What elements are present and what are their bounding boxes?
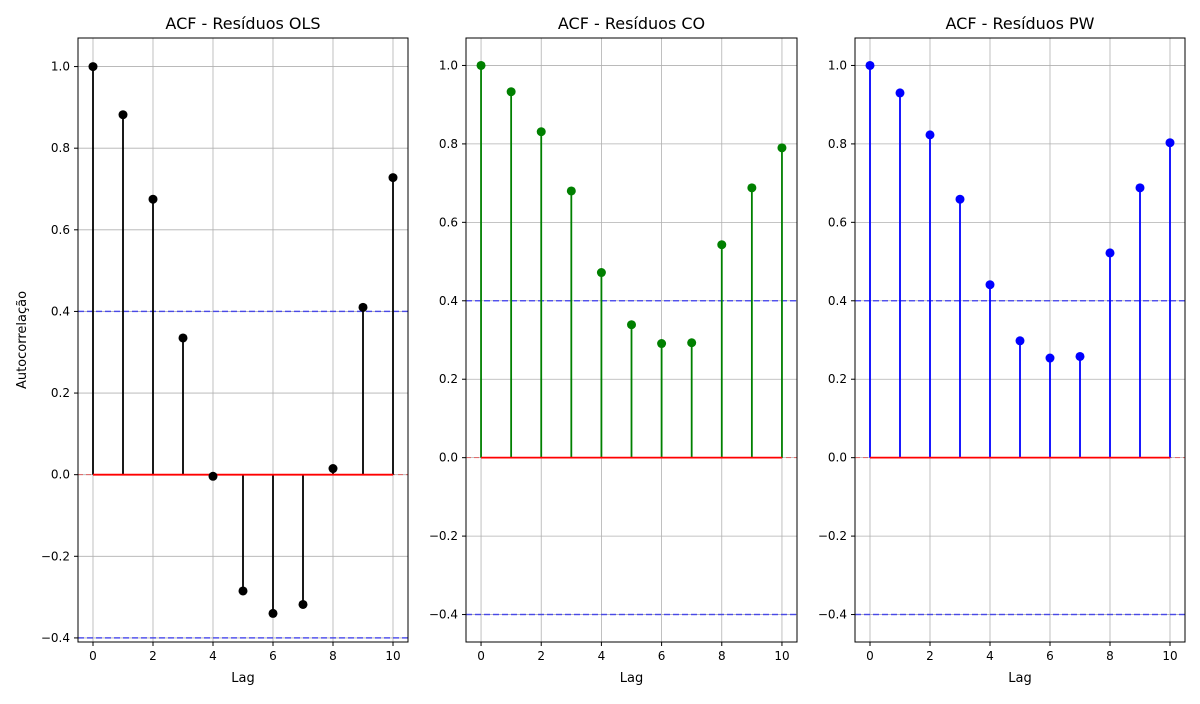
y-tick-label: −0.2 <box>429 529 458 543</box>
y-tick-label: 0.8 <box>828 137 847 151</box>
stem-marker <box>476 60 486 70</box>
stem-marker <box>627 320 636 330</box>
y-tick-label: 1.0 <box>51 60 70 74</box>
stem-marker <box>566 186 576 196</box>
chart-title: ACF - Resíduos CO <box>558 14 705 33</box>
chart-title: ACF - Resíduos PW <box>946 14 1095 33</box>
stem-marker <box>985 280 995 290</box>
y-tick-label: 0.0 <box>439 451 458 465</box>
y-tick-label: 0.0 <box>828 451 847 465</box>
x-tick-label: 8 <box>1106 649 1114 663</box>
acf-panel-2: 0 2 4 6 8 10 −0.4 −0.2 0.0 0.2 0.4 0.6 0.8 1.0 ACF - R… <box>818 14 1186 686</box>
y-tick-label: 0.2 <box>828 372 847 386</box>
y-tick-label: 0.0 <box>51 468 70 482</box>
chart-title: ACF - Resíduos OLS <box>165 14 320 33</box>
y-tick-label: −0.4 <box>429 608 458 622</box>
x-tick-label: 2 <box>926 649 934 663</box>
y-tick-label: −0.2 <box>41 549 70 563</box>
acf-panel-1: 0 2 4 6 8 10 −0.4 −0.2 0.0 0.2 0.4 0.6 0.8 1.0 ACF - R… <box>429 14 798 686</box>
x-tick-label: 10 <box>385 649 400 663</box>
stem-marker <box>596 268 606 278</box>
axes-frame <box>77 37 409 643</box>
y-tick-label: 0.8 <box>439 137 458 151</box>
x-axis-label: Lag <box>620 671 643 686</box>
stem-marker <box>148 194 158 204</box>
x-tick-label: 8 <box>718 649 726 663</box>
stem-marker <box>865 60 875 70</box>
stem-marker <box>925 130 935 140</box>
x-tick-label: 4 <box>986 649 994 663</box>
y-tick-label: 0.6 <box>51 223 70 237</box>
x-tick-label: 10 <box>774 649 789 663</box>
y-tick-label: 0.2 <box>51 386 70 400</box>
stem-marker <box>895 88 905 98</box>
x-tick-label: 8 <box>329 649 337 663</box>
x-tick-label: 6 <box>269 649 277 663</box>
y-tick-label: 0.6 <box>828 215 847 229</box>
stem-marker <box>1135 183 1145 193</box>
stem-marker <box>208 471 218 481</box>
axes-frame <box>465 37 798 643</box>
y-tick-label: 1.0 <box>439 58 458 72</box>
y-tick-label: 0.4 <box>51 304 70 318</box>
stem-marker <box>328 464 338 474</box>
stem-marker <box>1015 336 1025 346</box>
stem-marker <box>298 599 308 609</box>
x-tick-label: 6 <box>1046 649 1054 663</box>
stem-marker <box>717 240 727 250</box>
stem-marker <box>536 127 546 137</box>
x-tick-label: 4 <box>598 649 606 663</box>
stem-marker <box>955 194 965 204</box>
x-tick-label: 4 <box>209 649 217 663</box>
stem-marker <box>657 339 667 349</box>
acf-panel-0: 0 2 4 6 8 10 −0.4 −0.2 0.0 0.2 0.4 0.6 0.8 1.0 ACF - R… <box>15 14 409 686</box>
stem-marker <box>178 333 188 343</box>
y-tick-label: 0.6 <box>439 215 458 229</box>
y-tick-label: 0.4 <box>439 294 458 308</box>
x-tick-label: 2 <box>149 649 157 663</box>
stem-marker <box>687 338 697 348</box>
stem-marker <box>1045 353 1055 363</box>
stem-marker <box>777 143 787 153</box>
y-tick-label: −0.2 <box>818 529 847 543</box>
y-tick-label: 0.4 <box>828 294 847 308</box>
x-tick-label: 2 <box>537 649 545 663</box>
y-tick-label: −0.4 <box>41 631 70 645</box>
x-axis-label: Lag <box>231 671 254 686</box>
stem-marker <box>1165 138 1175 148</box>
stem-marker <box>506 87 516 97</box>
stem-marker <box>118 110 128 120</box>
axes-frame <box>854 37 1186 643</box>
x-tick-label: 0 <box>89 649 97 663</box>
stem-marker <box>358 302 368 312</box>
y-tick-label: 1.0 <box>828 58 847 72</box>
stem-marker <box>88 62 98 72</box>
stem-marker <box>1075 351 1085 361</box>
y-axis-label: Autocorrelação <box>15 291 30 389</box>
stem-marker <box>388 173 398 183</box>
x-tick-label: 0 <box>477 649 485 663</box>
y-tick-label: 0.2 <box>439 372 458 386</box>
stem-marker <box>268 608 278 618</box>
stem-marker <box>1105 248 1115 258</box>
stem-marker <box>747 183 757 193</box>
x-tick-label: 10 <box>1162 649 1177 663</box>
x-tick-label: 6 <box>658 649 666 663</box>
stem-marker <box>238 586 248 596</box>
y-tick-label: 0.8 <box>51 141 70 155</box>
x-axis-label: Lag <box>1008 671 1031 686</box>
y-tick-label: −0.4 <box>818 608 847 622</box>
x-tick-label: 0 <box>866 649 874 663</box>
